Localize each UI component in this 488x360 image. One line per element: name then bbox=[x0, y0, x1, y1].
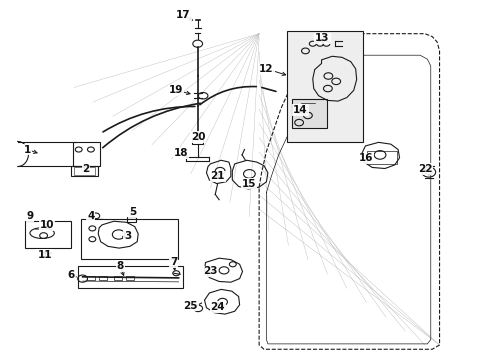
Text: 22: 22 bbox=[417, 164, 431, 174]
Bar bbox=[73, 142, 100, 166]
Text: 9: 9 bbox=[26, 211, 34, 221]
Text: 5: 5 bbox=[128, 207, 136, 217]
Bar bbox=[366, 151, 396, 164]
Text: 13: 13 bbox=[315, 33, 329, 43]
Bar bbox=[127, 217, 136, 222]
Text: 10: 10 bbox=[40, 220, 54, 230]
Text: 20: 20 bbox=[190, 132, 205, 142]
Text: 4: 4 bbox=[87, 211, 94, 221]
Text: 11: 11 bbox=[37, 250, 52, 260]
Text: 6: 6 bbox=[68, 270, 75, 280]
Text: 2: 2 bbox=[82, 164, 89, 174]
Bar bbox=[74, 167, 95, 175]
Text: 21: 21 bbox=[210, 171, 224, 181]
Bar bbox=[114, 276, 122, 280]
Text: 24: 24 bbox=[210, 302, 224, 312]
Text: 25: 25 bbox=[183, 301, 198, 311]
Bar bbox=[126, 276, 134, 280]
Text: 18: 18 bbox=[174, 148, 188, 158]
Text: 16: 16 bbox=[358, 153, 373, 163]
Text: 3: 3 bbox=[123, 231, 131, 240]
Bar bbox=[99, 276, 107, 280]
Text: 15: 15 bbox=[242, 179, 256, 189]
Bar bbox=[87, 276, 95, 280]
Text: 23: 23 bbox=[203, 266, 217, 276]
Text: 17: 17 bbox=[176, 10, 190, 20]
Text: 19: 19 bbox=[169, 85, 183, 95]
Text: 1: 1 bbox=[24, 144, 31, 154]
Bar bbox=[292, 99, 327, 128]
Bar bbox=[71, 166, 98, 176]
Text: 14: 14 bbox=[293, 105, 307, 115]
Bar bbox=[78, 266, 182, 288]
Bar bbox=[81, 220, 177, 259]
Bar bbox=[25, 221, 71, 248]
Text: 8: 8 bbox=[116, 261, 123, 271]
Bar bbox=[192, 138, 203, 144]
Text: 12: 12 bbox=[259, 64, 273, 74]
Bar bbox=[287, 31, 362, 142]
Text: 7: 7 bbox=[170, 257, 177, 267]
